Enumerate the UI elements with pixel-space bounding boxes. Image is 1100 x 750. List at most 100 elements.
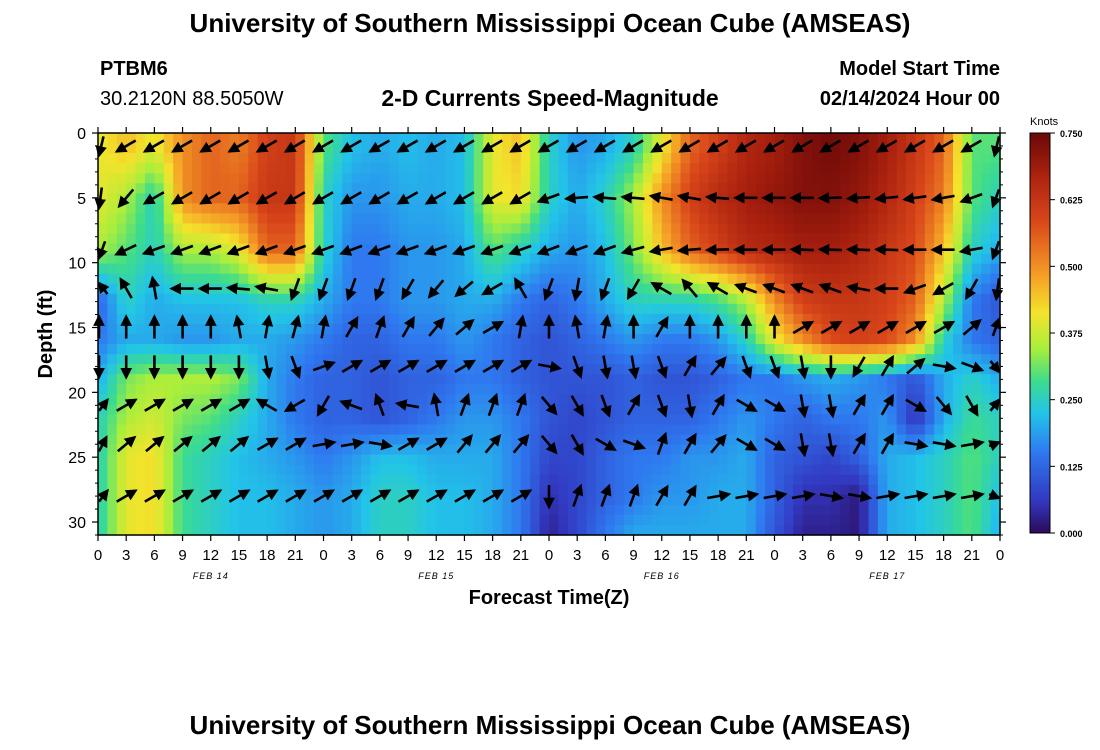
heat-cell bbox=[173, 183, 184, 194]
heat-cell bbox=[915, 183, 926, 194]
heat-cell bbox=[210, 424, 221, 436]
heat-cell bbox=[285, 524, 296, 536]
heat-cell bbox=[868, 484, 879, 496]
heat-cell bbox=[276, 173, 287, 184]
heat-cell bbox=[126, 193, 137, 204]
heat-cell bbox=[98, 474, 108, 486]
heat-cell bbox=[783, 364, 794, 375]
heat-cell bbox=[267, 273, 278, 285]
current-arrow bbox=[825, 394, 837, 419]
heat-cell bbox=[718, 364, 729, 375]
heat-cell bbox=[887, 203, 898, 214]
heat-cell bbox=[765, 354, 776, 365]
current-arrow bbox=[455, 318, 475, 336]
heat-cell bbox=[595, 384, 606, 395]
heat-cell bbox=[107, 233, 118, 245]
heat-cell bbox=[154, 183, 165, 194]
heat-cell bbox=[868, 464, 879, 476]
heat-cell bbox=[718, 143, 729, 154]
heat-cell bbox=[887, 334, 898, 345]
heat-cell bbox=[163, 133, 174, 144]
heat-cell bbox=[210, 203, 221, 214]
heat-cell bbox=[981, 233, 992, 245]
heat-cell bbox=[173, 484, 184, 496]
heat-cell bbox=[962, 213, 973, 225]
heat-cell bbox=[652, 323, 663, 335]
heat-cell bbox=[314, 334, 325, 345]
heat-cell bbox=[511, 233, 522, 245]
heat-cell bbox=[633, 173, 644, 184]
heat-cell bbox=[351, 474, 362, 486]
heat-cell bbox=[793, 223, 804, 235]
heat-cell bbox=[924, 173, 935, 184]
heat-cell bbox=[689, 233, 700, 245]
heat-cell bbox=[210, 524, 221, 536]
heat-cell bbox=[379, 344, 390, 355]
heat-cell bbox=[426, 374, 437, 385]
heat-cell bbox=[267, 173, 278, 184]
heat-cell bbox=[248, 153, 259, 164]
heat-cell bbox=[436, 464, 447, 476]
heat-cell bbox=[689, 303, 700, 315]
heat-cell bbox=[812, 354, 823, 365]
heat-cell bbox=[586, 253, 597, 265]
heat-cell bbox=[126, 173, 137, 184]
heat-cell bbox=[144, 163, 155, 174]
heat-cell bbox=[351, 374, 362, 385]
heat-cell bbox=[887, 313, 898, 325]
heat-cell bbox=[191, 474, 202, 486]
heat-cell bbox=[295, 394, 306, 405]
heat-cell bbox=[680, 364, 691, 375]
current-arrow bbox=[571, 314, 583, 339]
heat-cell bbox=[483, 464, 494, 476]
heat-cell bbox=[370, 213, 381, 225]
heat-cell bbox=[492, 273, 503, 285]
heat-cell bbox=[661, 293, 672, 305]
heat-cell bbox=[370, 444, 381, 456]
heat-cell bbox=[436, 524, 447, 536]
heat-cell bbox=[144, 263, 155, 275]
heat-cell bbox=[116, 203, 127, 214]
heat-cell bbox=[285, 474, 296, 486]
heat-cell bbox=[408, 253, 419, 265]
current-arrow bbox=[116, 398, 138, 412]
heat-cell bbox=[680, 374, 691, 385]
heat-cell bbox=[577, 354, 588, 365]
heat-cell bbox=[934, 293, 945, 305]
heat-cell bbox=[154, 133, 165, 144]
heat-cell bbox=[783, 394, 794, 405]
heat-cell bbox=[793, 303, 804, 315]
heat-cell bbox=[210, 253, 221, 265]
heat-cell bbox=[191, 133, 202, 144]
current-arrow bbox=[515, 392, 527, 417]
heat-cell bbox=[389, 524, 400, 536]
heat-cell bbox=[605, 153, 616, 164]
heat-cell bbox=[859, 143, 870, 154]
heat-cell bbox=[267, 414, 278, 426]
heat-cell bbox=[379, 303, 390, 315]
heat-cell bbox=[887, 464, 898, 476]
heat-cell bbox=[135, 414, 146, 426]
heat-cell bbox=[379, 223, 390, 235]
heat-cell bbox=[520, 514, 531, 526]
heat-cell bbox=[210, 133, 221, 144]
heat-cell bbox=[323, 424, 334, 436]
heat-cell bbox=[144, 524, 155, 536]
heat-cell bbox=[107, 133, 118, 144]
heat-cell bbox=[614, 153, 625, 164]
heat-cell bbox=[746, 344, 757, 355]
heat-cell bbox=[267, 404, 278, 415]
heat-cell bbox=[173, 504, 184, 516]
heat-cell bbox=[342, 173, 353, 184]
heat-cell bbox=[502, 414, 513, 426]
heat-cell bbox=[116, 253, 127, 265]
heat-cell bbox=[586, 364, 597, 375]
heat-cell bbox=[361, 293, 372, 305]
heat-cell bbox=[943, 263, 954, 275]
heat-cell bbox=[163, 474, 174, 486]
heat-cell bbox=[107, 354, 118, 365]
heat-cell bbox=[671, 444, 682, 456]
current-arrow bbox=[313, 489, 336, 503]
heat-cell bbox=[595, 153, 606, 164]
heat-cell bbox=[210, 474, 221, 486]
